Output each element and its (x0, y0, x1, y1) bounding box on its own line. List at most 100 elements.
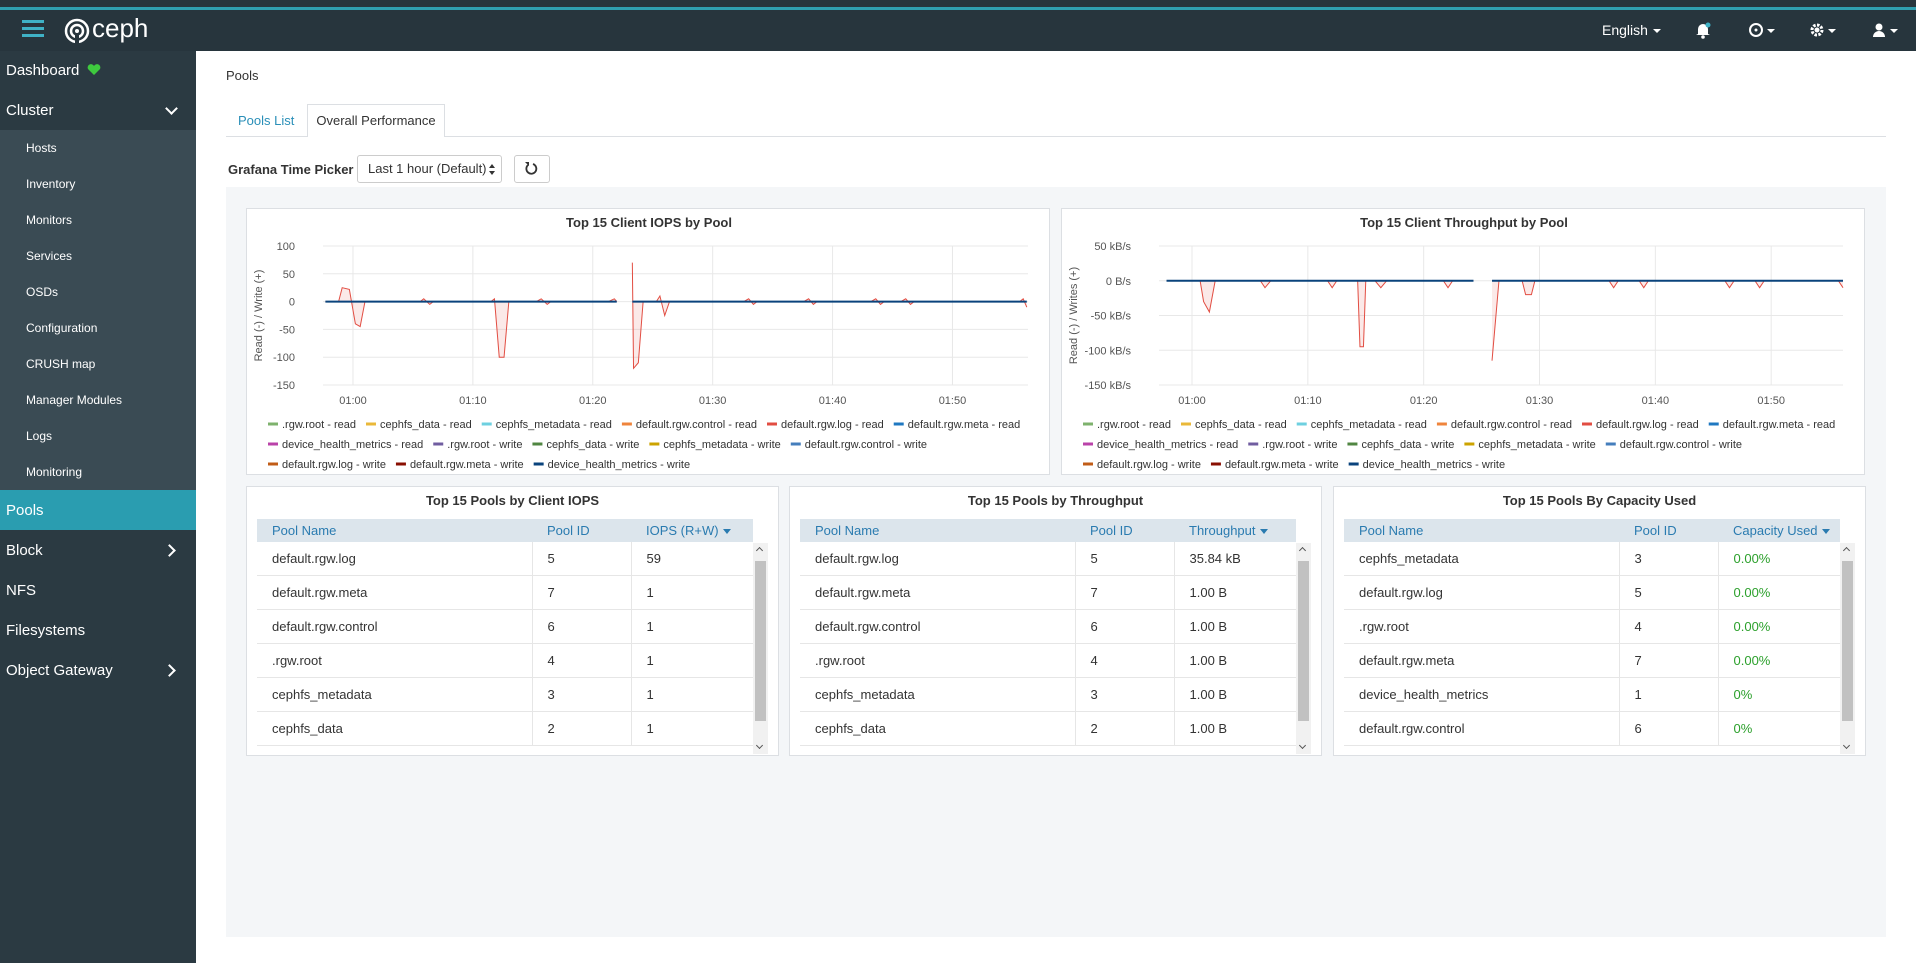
table-cell: 2 (531, 711, 631, 746)
table-cell: .rgw.root (1344, 609, 1619, 644)
legend-label: cephfs_metadata - write (663, 439, 780, 451)
refresh-icon (525, 162, 538, 175)
data-table: Pool Name Pool ID IOPS (R+W) default.rgw.lo… (257, 519, 753, 746)
table-row: default.rgw.log 5 59 (257, 542, 753, 576)
nav-item[interactable]: Filesystems (0, 610, 196, 650)
nav-subitem[interactable]: Logs (0, 418, 196, 454)
table-cell: 1 (630, 711, 753, 746)
settings-icon[interactable] (1809, 22, 1839, 38)
chart-panel: Top 15 Client IOPS by Pool Read (-) / Wri… (246, 208, 1050, 475)
table-cell: 1.00 B (1173, 643, 1296, 678)
header-label: Pool Name (272, 523, 337, 538)
nav-item[interactable]: NFS (0, 570, 196, 610)
table-cell: default.rgw.meta (257, 575, 532, 610)
legend-label: .rgw.root - read (1097, 419, 1171, 431)
sort-icon (722, 529, 731, 535)
table-cell: 1.00 B (1173, 575, 1296, 610)
table-row: default.rgw.meta 7 1.00 B (800, 575, 1296, 610)
y-axis-label: Read (-) / Write (+) (253, 270, 265, 362)
header-label: Capacity Used (1733, 523, 1818, 538)
nav-subitem[interactable]: Monitors (0, 202, 196, 238)
nav-subitem[interactable]: Inventory (0, 166, 196, 202)
legend-label: cephfs_metadata - read (1311, 419, 1427, 431)
scrollbar (753, 543, 768, 754)
tab-active[interactable]: Overall Performance (307, 104, 445, 137)
column-header[interactable]: Pool ID (1619, 519, 1718, 542)
legend-label: .rgw.root - write (1262, 439, 1337, 451)
table-cell: 4 (1618, 609, 1718, 644)
legend-label: default.rgw.meta - write (1225, 459, 1339, 471)
header-label: Pool ID (547, 523, 590, 538)
table-row: cephfs_metadata 3 0.00% (1344, 542, 1840, 576)
table-cell: 1.00 B (1173, 711, 1296, 746)
table-row: default.rgw.log 5 0.00% (1344, 575, 1840, 610)
table-cell: default.rgw.log (800, 542, 1075, 576)
nav-subitem[interactable]: Configuration (0, 310, 196, 346)
scroll-arrow (1298, 546, 1307, 555)
sort-icon (1259, 529, 1268, 535)
nav-subitem[interactable]: OSDs (0, 274, 196, 310)
nav-label: Monitors (26, 213, 73, 227)
nav-item[interactable]: Pools (0, 490, 196, 530)
column-header[interactable]: Pool ID (532, 519, 631, 542)
legend-label: default.rgw.log - write (282, 459, 386, 471)
nav-item[interactable]: Dashboard (0, 50, 196, 90)
time-picker-select[interactable]: Last 1 hour (Default) (357, 155, 502, 183)
legend-label: cephfs_data - read (380, 419, 472, 431)
brand[interactable]: ceph (92, 13, 149, 43)
nav-subitem[interactable]: Hosts (0, 130, 196, 166)
column-header[interactable]: Pool Name (800, 519, 1075, 542)
header-label: IOPS (R+W) (646, 523, 719, 538)
table-cell: 5 (1074, 542, 1174, 576)
nav-subitem[interactable]: Monitoring (0, 454, 196, 490)
table-cell: 59 (630, 542, 753, 576)
column-header[interactable]: Pool ID (1075, 519, 1174, 542)
table-cell: 6 (531, 609, 631, 644)
chevron (163, 664, 176, 677)
y-tick-label: -150 kB/s (1085, 380, 1132, 392)
nav-subitem[interactable]: Manager Modules (0, 382, 196, 418)
nav-item[interactable]: Object Gateway (0, 650, 196, 690)
table-cell: cephfs_metadata (1344, 542, 1619, 576)
select-arrow (489, 171, 495, 175)
nav-subitem[interactable]: CRUSH map (0, 346, 196, 382)
x-tick-label: 01:00 (339, 395, 367, 407)
refresh-button[interactable] (514, 155, 550, 183)
help-icon[interactable] (1748, 22, 1778, 38)
data-table: Pool Name Pool ID Capacity Used cephfs_meta… (1344, 519, 1840, 746)
column-header[interactable]: Pool Name (257, 519, 532, 542)
nav-item[interactable]: Block (0, 530, 196, 570)
y-tick-label: 0 (289, 297, 295, 309)
legend-label: device_health_metrics - read (1097, 439, 1238, 451)
table-cell: 7 (1618, 643, 1718, 678)
language-select[interactable]: English (1602, 22, 1648, 38)
column-header[interactable]: Throughput (1174, 519, 1296, 542)
legend-label: .rgw.root - write (447, 439, 522, 451)
table-panel: Top 15 Pools by Throughput Pool Name Pool … (789, 486, 1322, 756)
nav-item[interactable]: Cluster (0, 90, 196, 130)
user-icon[interactable] (1872, 22, 1902, 38)
legend-label: cephfs_data - read (1195, 419, 1287, 431)
column-header[interactable]: IOPS (R+W) (631, 519, 753, 542)
nav-label: CRUSH map (26, 357, 96, 371)
legend-label: cephfs_data - write (546, 439, 639, 451)
table-row: default.rgw.control 6 1 (257, 609, 753, 644)
table-cell: default.rgw.log (1344, 575, 1619, 610)
column-header[interactable]: Pool Name (1344, 519, 1619, 542)
table-cell: default.rgw.meta (1344, 643, 1619, 678)
column-header[interactable]: Capacity Used (1718, 519, 1840, 542)
nav-subitem[interactable]: Services (0, 238, 196, 274)
table-row: default.rgw.meta 7 0.00% (1344, 643, 1840, 678)
nav-label: Monitoring (26, 465, 83, 479)
nav-label: Configuration (26, 321, 98, 335)
x-tick-label: 01:40 (819, 395, 847, 407)
header-label: Pool Name (1359, 523, 1424, 538)
menu-toggle[interactable] (22, 20, 44, 37)
scrollbar (1840, 543, 1855, 754)
table-cell: default.rgw.log (257, 542, 532, 576)
tab[interactable]: Pools List (238, 113, 295, 128)
notifications-icon[interactable] (1694, 21, 1712, 39)
legend-label: default.rgw.meta - read (1723, 419, 1836, 431)
header-row: Pool Name Pool ID Throughput (800, 519, 1296, 542)
data-table: Pool Name Pool ID Throughput default.rgw.lo… (800, 519, 1296, 746)
